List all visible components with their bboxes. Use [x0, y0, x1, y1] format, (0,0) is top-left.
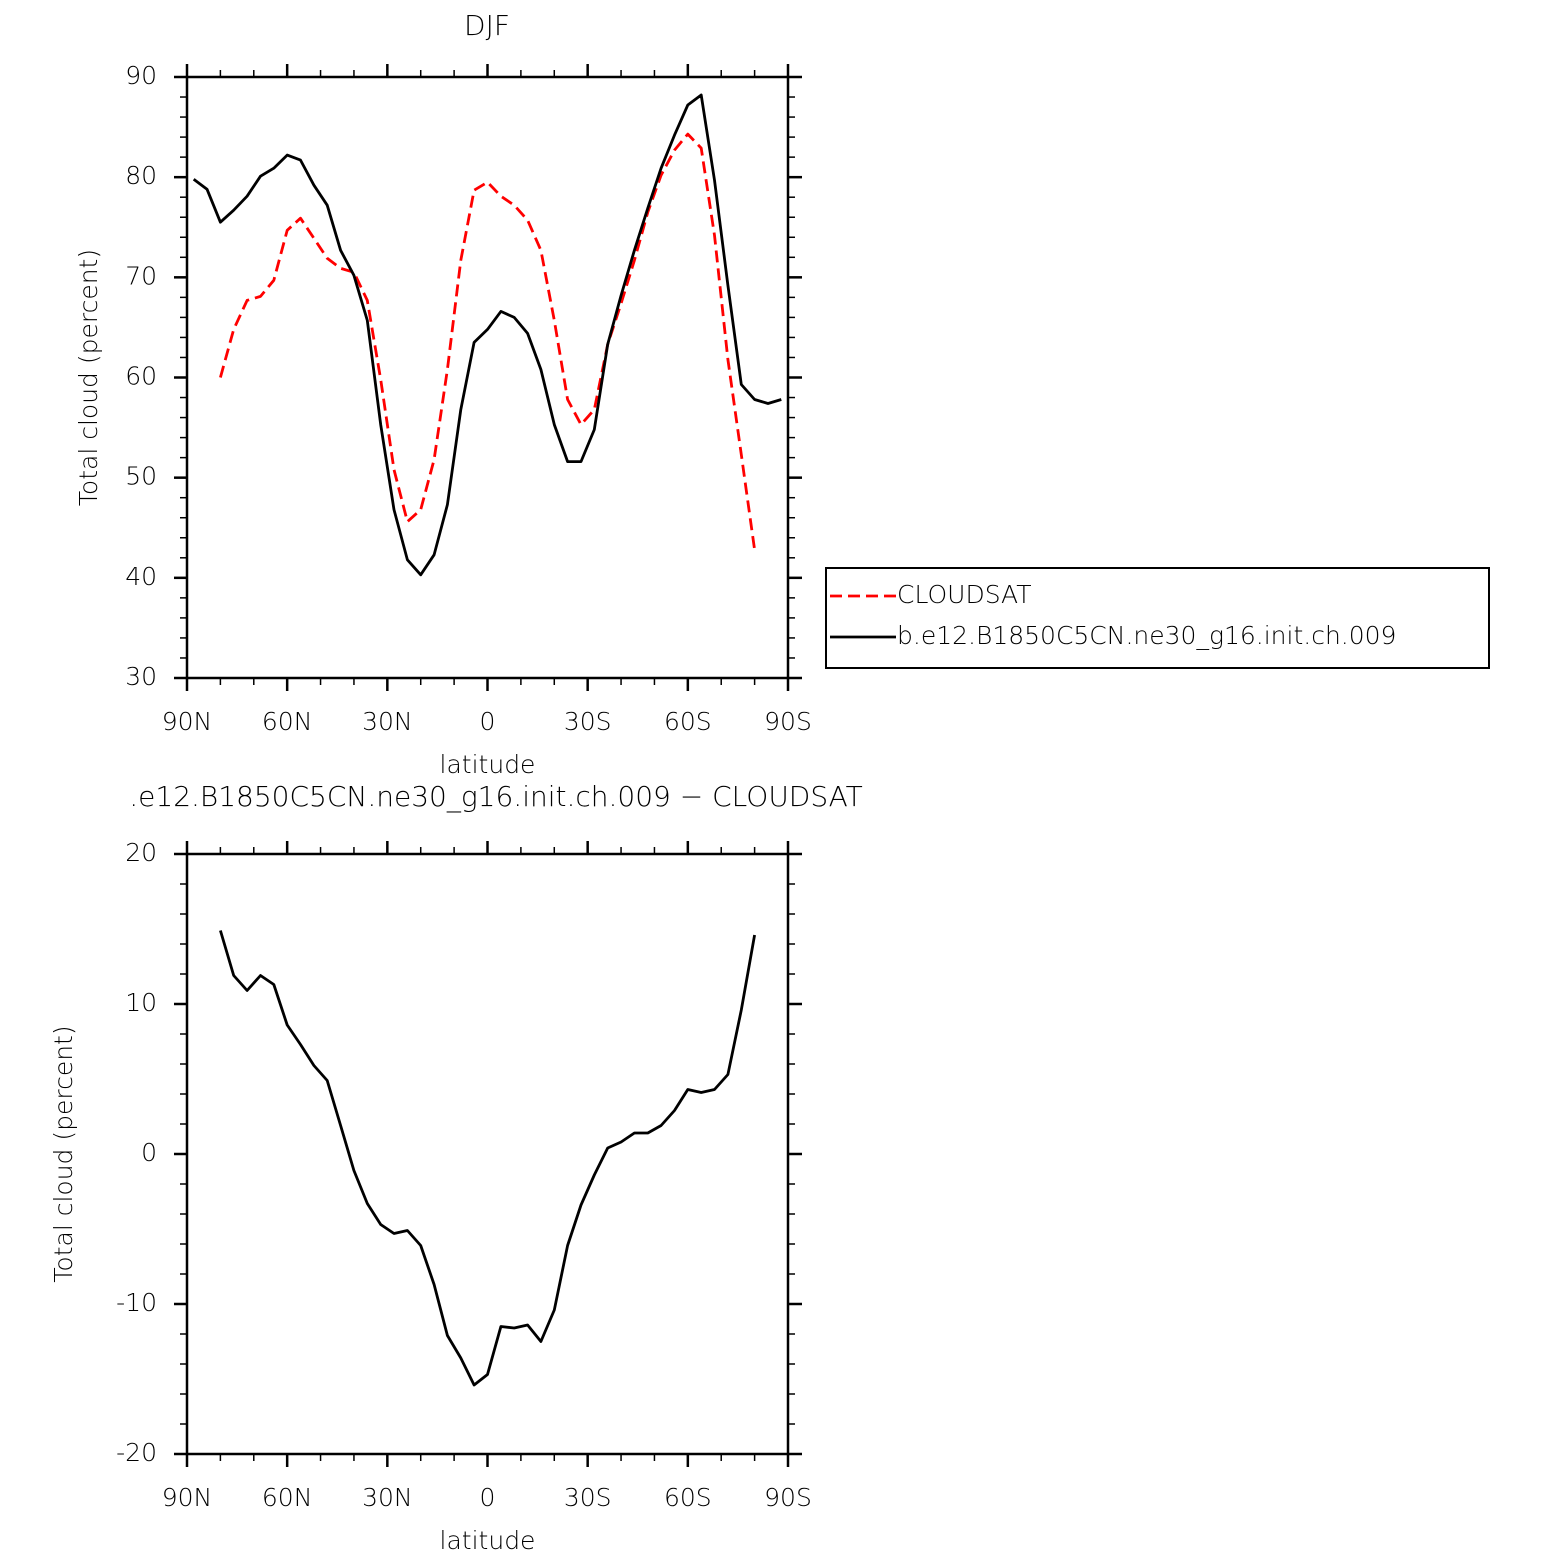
y-tick-label: 90 — [125, 61, 157, 90]
y-tick-label: -20 — [116, 1438, 157, 1467]
chart-title: .e12.B1850C5CN.ne30_g16.init.ch.009 − CL… — [129, 780, 863, 814]
x-tick-label: 90S — [764, 707, 812, 736]
legend-label: b.e12.B1850C5CN.ne30_g16.init.ch.009 — [897, 621, 1396, 650]
chart-title: DJF — [464, 9, 510, 42]
legend-label: CLOUDSAT — [897, 580, 1032, 609]
x-tick-label: 30N — [362, 707, 413, 736]
x-axis-label: latitude — [440, 1526, 536, 1555]
x-tick-label: 0 — [480, 707, 496, 736]
x-tick-label: 30S — [564, 707, 612, 736]
y-tick-label: -10 — [116, 1288, 157, 1317]
series-line — [219, 930, 756, 1387]
y-axis-label: Total cloud (percent) — [74, 249, 103, 506]
series-line — [219, 132, 756, 550]
y-tick-label: 20 — [125, 838, 157, 867]
x-tick-label: 0 — [480, 1483, 496, 1512]
y-tick-label: 50 — [125, 462, 157, 491]
x-tick-label: 90N — [162, 707, 213, 736]
x-axis-label: latitude — [440, 750, 536, 779]
plot-frame — [185, 75, 790, 680]
y-tick-label: 80 — [125, 161, 157, 190]
x-tick-label: 90N — [162, 1483, 213, 1512]
x-tick-label: 60S — [664, 1483, 712, 1512]
y-axis-label: Total cloud (percent) — [49, 1025, 78, 1282]
y-tick-label: 30 — [125, 662, 157, 691]
y-tick-label: 70 — [125, 261, 157, 290]
x-tick-label: 60N — [262, 1483, 313, 1512]
y-tick-label: 0 — [141, 1138, 157, 1167]
y-tick-label: 40 — [125, 562, 157, 591]
x-tick-label: 30S — [564, 1483, 612, 1512]
x-tick-label: 60S — [664, 707, 712, 736]
series-line — [192, 93, 782, 577]
plot-frame — [185, 852, 790, 1456]
y-tick-label: 10 — [125, 988, 157, 1017]
x-tick-label: 90S — [764, 1483, 812, 1512]
x-tick-label: 60N — [262, 707, 313, 736]
legend-box — [825, 567, 1490, 669]
y-tick-label: 60 — [125, 362, 157, 391]
x-tick-label: 30N — [362, 1483, 413, 1512]
